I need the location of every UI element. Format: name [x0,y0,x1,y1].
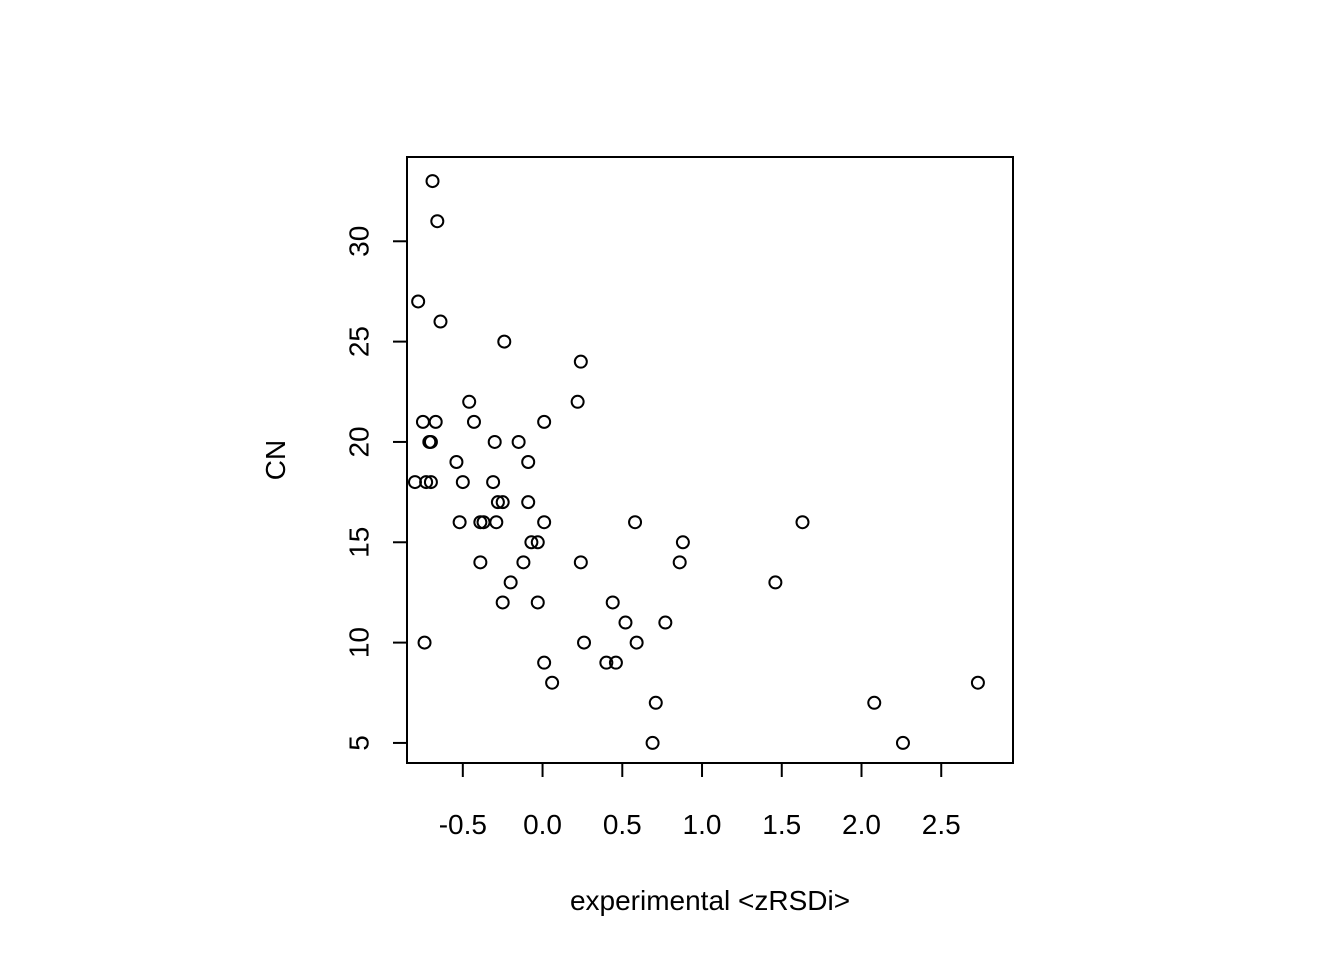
x-tick-label: 2.5 [922,809,961,840]
data-point [573,354,588,369]
data-point [411,294,426,309]
x-tick-label: 1.5 [762,809,801,840]
data-point [895,735,910,750]
data-point [675,535,690,550]
data-point [433,314,448,329]
y-tick-label: 5 [344,735,375,751]
plot-frame [406,156,1014,764]
x-tick-label: -0.5 [439,809,487,840]
data-point [530,535,545,550]
data-point [573,555,588,570]
y-tick-label: 25 [344,326,375,357]
data-point [419,475,434,490]
data-point [428,414,443,429]
data-point [608,655,623,670]
data-point [449,455,464,470]
data-point [629,635,644,650]
data-point [605,595,620,610]
data-point [425,174,440,189]
data-point [867,695,882,710]
data-point [487,434,502,449]
data-point [970,675,985,690]
data-point [466,414,481,429]
data-point [570,394,585,409]
y-axis-title: CN [260,440,291,480]
y-tick-label: 20 [344,426,375,457]
data-point [473,555,488,570]
data-point [795,515,810,530]
x-tick-label: 0.5 [603,809,642,840]
data-points [407,174,985,750]
data-point [495,595,510,610]
data-point [521,455,536,470]
y-tick-label: 15 [344,527,375,558]
data-point [648,695,663,710]
y-axis: 5 10 15 20 25 30 [344,226,408,751]
data-point [768,575,783,590]
data-point [516,555,531,570]
data-point [645,735,660,750]
data-point [415,414,430,429]
data-point [490,495,505,510]
data-point [537,655,552,670]
data-point [545,675,560,690]
data-point [618,615,633,630]
data-point [658,615,673,630]
data-point [455,475,470,490]
data-point [462,394,477,409]
x-axis-title: experimental <zRSDi> [570,885,850,916]
data-point [423,434,438,449]
data-point [672,555,687,570]
data-point [537,414,552,429]
data-point [511,434,526,449]
data-point [423,475,438,490]
data-point [430,214,445,229]
y-tick-label: 10 [344,627,375,658]
data-point [521,495,536,510]
x-tick-label: 2.0 [842,809,881,840]
data-point [524,535,539,550]
data-point [486,475,501,490]
data-point [417,635,432,650]
data-point [452,515,467,530]
data-point [497,334,512,349]
x-tick-label: 0.0 [523,809,562,840]
data-point [537,515,552,530]
data-point [495,495,510,510]
data-point [530,595,545,610]
x-axis: -0.5 0.0 0.5 1.0 1.5 2.0 2.5 [439,762,961,840]
data-point [503,575,518,590]
data-point [628,515,643,530]
data-point [489,515,504,530]
data-point [577,635,592,650]
data-point [599,655,614,670]
x-tick-label: 1.0 [683,809,722,840]
y-tick-label: 30 [344,226,375,257]
